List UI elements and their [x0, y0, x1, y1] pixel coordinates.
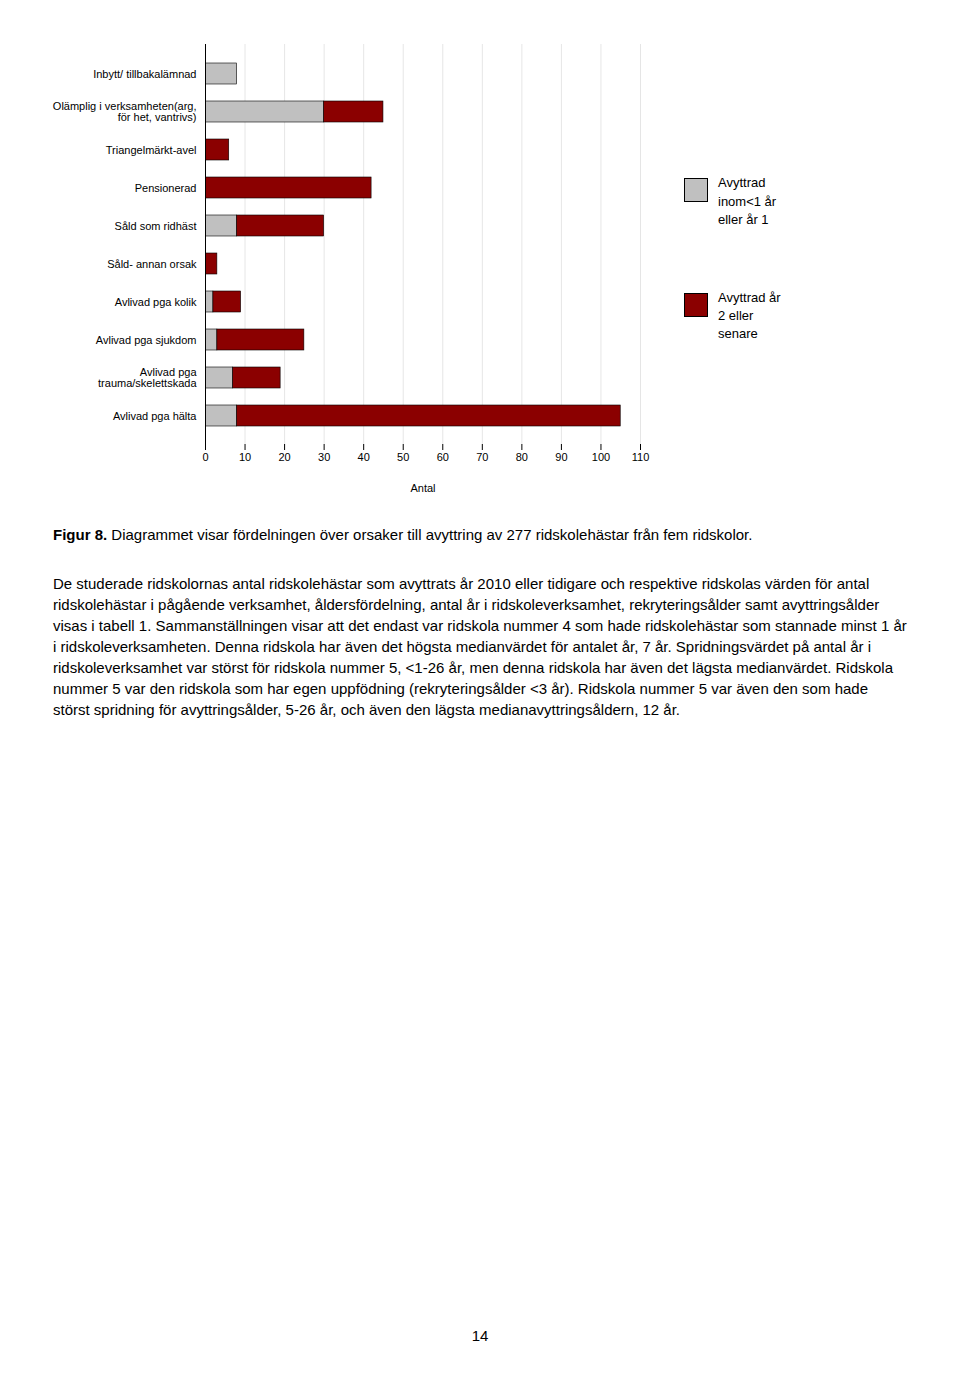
- svg-text:10: 10: [239, 451, 251, 463]
- svg-text:70: 70: [476, 451, 488, 463]
- svg-text:20: 20: [278, 451, 290, 463]
- svg-text:30: 30: [318, 451, 330, 463]
- svg-text:Olämplig i verksamheten(arg,fö: Olämplig i verksamheten(arg,för het, van…: [53, 100, 197, 123]
- svg-text:Pensionerad: Pensionerad: [135, 182, 197, 194]
- svg-text:Inbytt/ tillbakalämnad: Inbytt/ tillbakalämnad: [93, 68, 196, 80]
- svg-text:0: 0: [202, 451, 208, 463]
- html-text:Figur 8. Diagrammet visar förd: Figur 8. Diagrammet visar fördelningen ö…: [53, 526, 753, 543]
- svg-text:Avlivad pga sjukdom: Avlivad pga sjukdom: [96, 334, 197, 346]
- svg-text:Antal: Antal: [410, 482, 435, 494]
- svg-text:50: 50: [397, 451, 409, 463]
- svg-text:100: 100: [592, 451, 610, 463]
- html-text:14: 14: [471, 1327, 489, 1344]
- svg-text:Avlivad pga kolik: Avlivad pga kolik: [115, 296, 197, 308]
- html-text:Avyttrad inom<1 år eller år 1: Avyttrad inom<1 år eller år 1: [718, 175, 777, 227]
- html-text:De studerade ridskolornas anta: De studerade ridskolornas antal ridskole…: [53, 575, 907, 718]
- svg-text:110: 110: [632, 451, 650, 463]
- svg-text:Triangelmärkt-avel: Triangelmärkt-avel: [106, 144, 197, 156]
- svg-text:40: 40: [358, 451, 370, 463]
- html-text:Avyttrad år 2 eller senare: Avyttrad år 2 eller senare: [718, 290, 781, 342]
- svg-text:Avlivad pga hälta: Avlivad pga hälta: [113, 410, 197, 422]
- svg-text:Såld- annan orsak: Såld- annan orsak: [107, 258, 197, 270]
- svg-text:80: 80: [516, 451, 528, 463]
- svg-text:60: 60: [437, 451, 449, 463]
- svg-text:Avlivad pgatrauma/skelettskada: Avlivad pgatrauma/skelettskada: [98, 366, 197, 389]
- svg-text:90: 90: [555, 451, 567, 463]
- svg-text:Såld som ridhäst: Såld som ridhäst: [115, 220, 197, 232]
